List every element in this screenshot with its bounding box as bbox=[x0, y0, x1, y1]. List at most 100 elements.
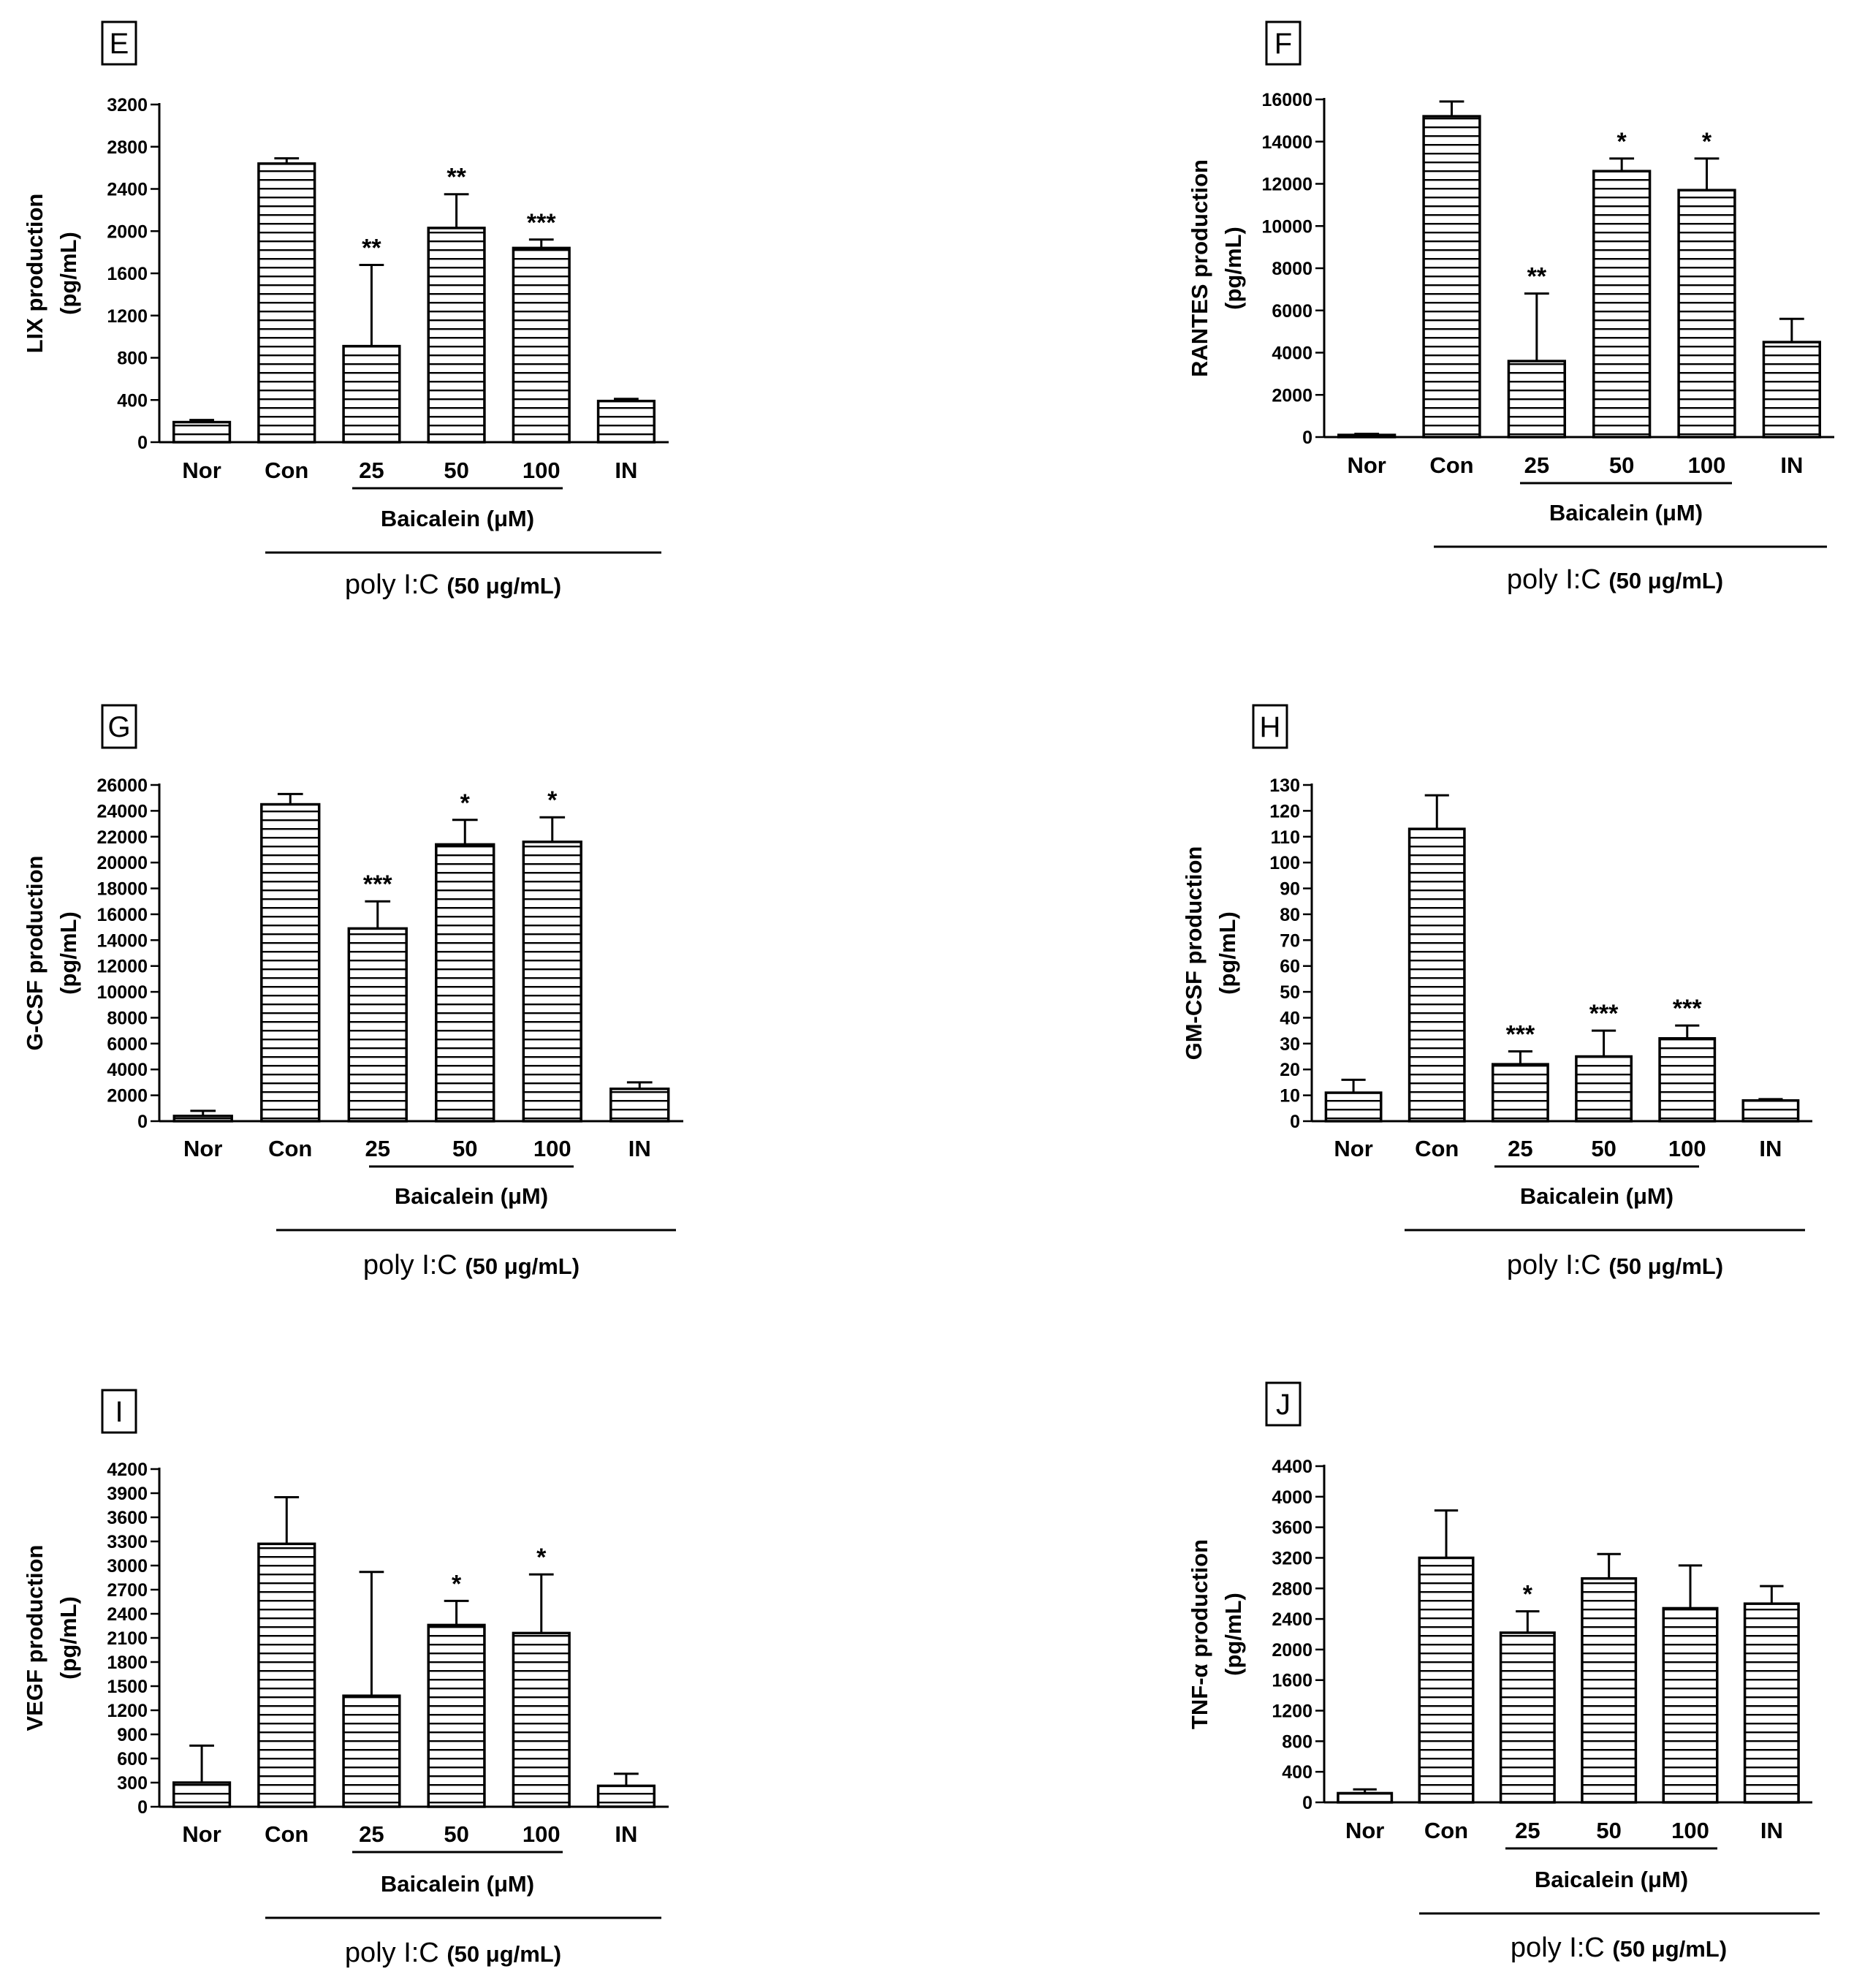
x-tick-label: 50 bbox=[1609, 452, 1634, 478]
y-axis-label: G-CSF production bbox=[22, 856, 48, 1051]
x-tick-label: 25 bbox=[1515, 1818, 1540, 1843]
x-tick-label: Con bbox=[265, 1821, 308, 1847]
y-tick-label: 22000 bbox=[96, 827, 148, 848]
stimulus-name: poly I:C bbox=[345, 1938, 447, 1968]
y-tick-label: 3000 bbox=[107, 1556, 148, 1577]
y-tick-label: 100 bbox=[1269, 853, 1300, 873]
panel-label-box bbox=[101, 1389, 137, 1434]
significance-marker: ** bbox=[447, 164, 466, 191]
treatment-label: Baicalein (μM) bbox=[1535, 1867, 1688, 1892]
y-tick-label: 800 bbox=[117, 349, 148, 369]
bar-100 bbox=[1662, 1606, 1719, 1804]
stimulus-name: poly I:C bbox=[1507, 564, 1608, 595]
y-tick-label: 2800 bbox=[107, 137, 148, 158]
y-tick-label: 1600 bbox=[1272, 1671, 1312, 1691]
y-tick-label: 8000 bbox=[1272, 259, 1312, 279]
y-tick-label: 26000 bbox=[96, 775, 148, 796]
bar-in bbox=[1741, 1099, 1800, 1123]
y-tick-label: 90 bbox=[1280, 879, 1300, 900]
stimulus-label: poly I:C (50 μg/mL) bbox=[363, 1250, 580, 1281]
x-tick-label: Con bbox=[265, 458, 308, 483]
bar-con bbox=[1418, 1556, 1475, 1804]
y-tick-label: 18000 bbox=[96, 879, 148, 900]
x-tick-label: 100 bbox=[523, 458, 561, 483]
y-tick-label: 110 bbox=[1271, 827, 1300, 848]
x-tick-label: IN bbox=[1760, 1818, 1783, 1843]
y-tick-label: 0 bbox=[1302, 428, 1312, 448]
x-tick-label: 50 bbox=[1596, 1818, 1621, 1843]
y-tick-label: 3300 bbox=[107, 1532, 148, 1552]
bar-100 bbox=[512, 1631, 571, 1808]
bar-100 bbox=[522, 841, 582, 1123]
significance-marker: * bbox=[452, 1570, 462, 1598]
y-tick-label: 6000 bbox=[107, 1034, 148, 1055]
panel-label: J bbox=[1276, 1389, 1291, 1421]
y-tick-label: 2400 bbox=[1272, 1609, 1312, 1630]
bar-in bbox=[1743, 1602, 1800, 1804]
bar-con bbox=[260, 803, 321, 1123]
stimulus-concentration: (50 μg/mL) bbox=[1612, 1936, 1727, 1962]
y-tick-label: 130 bbox=[1269, 775, 1300, 796]
y-tick-label: 70 bbox=[1280, 930, 1300, 951]
significance-marker: * bbox=[547, 786, 558, 814]
y-tick-label: 1200 bbox=[107, 1701, 148, 1721]
x-tick-label: 100 bbox=[1671, 1818, 1709, 1843]
y-tick-label: 2000 bbox=[107, 221, 148, 242]
x-tick-label: IN bbox=[628, 1136, 651, 1161]
y-axis-label: TNF-α production bbox=[1187, 1539, 1212, 1729]
y-tick-label: 2000 bbox=[1272, 1640, 1312, 1661]
y-tick-label: 1800 bbox=[107, 1653, 148, 1673]
bar-in bbox=[609, 1088, 670, 1123]
significance-marker: * bbox=[1702, 128, 1712, 156]
y-tick-label: 24000 bbox=[96, 801, 148, 822]
x-tick-label: 25 bbox=[359, 1821, 384, 1847]
y-tick-label: 12000 bbox=[1261, 175, 1312, 195]
x-tick-label: 100 bbox=[1668, 1136, 1706, 1161]
stimulus-name: poly I:C bbox=[1507, 1250, 1608, 1281]
y-tick-label: 80 bbox=[1280, 905, 1300, 925]
y-tick-label: 300 bbox=[117, 1773, 148, 1794]
chart-panel-i: I VEGF production (pg/mL) 0 300 600 900 1200 150… bbox=[22, 1389, 669, 1968]
stimulus-label: poly I:C (50 μg/mL) bbox=[1511, 1932, 1727, 1963]
significance-marker: *** bbox=[363, 870, 392, 898]
y-tick-label: 2400 bbox=[107, 1604, 148, 1625]
y-tick-label: 2000 bbox=[1272, 385, 1312, 406]
y-axis-unit: (pg/mL) bbox=[1215, 911, 1240, 995]
panel-label: F bbox=[1274, 28, 1292, 60]
x-tick-label: IN bbox=[1780, 452, 1803, 478]
x-tick-label: 25 bbox=[1508, 1136, 1532, 1161]
y-tick-label: 1200 bbox=[1272, 1701, 1312, 1722]
bar-nor bbox=[172, 1781, 232, 1808]
y-axis-unit: (pg/mL) bbox=[56, 232, 81, 315]
y-tick-label: 14000 bbox=[96, 930, 148, 951]
bar-nor bbox=[172, 1115, 233, 1123]
y-tick-label: 2100 bbox=[107, 1628, 148, 1649]
y-axis-label: RANTES production bbox=[1187, 159, 1212, 377]
panel-label: G bbox=[107, 711, 130, 743]
x-tick-label: 50 bbox=[444, 1821, 468, 1847]
y-tick-label: 20000 bbox=[96, 853, 148, 873]
stimulus-concentration: (50 μg/mL) bbox=[447, 573, 561, 599]
bar-25 bbox=[1499, 1631, 1556, 1804]
x-tick-label: 25 bbox=[359, 458, 384, 483]
panel-label-box bbox=[1265, 20, 1302, 66]
y-tick-label: 2700 bbox=[107, 1580, 148, 1601]
bar-nor bbox=[1324, 1091, 1383, 1123]
significance-marker: * bbox=[1617, 128, 1627, 156]
x-tick-label: 50 bbox=[452, 1136, 477, 1161]
bar-25 bbox=[1491, 1063, 1549, 1123]
x-tick-label: Nor bbox=[182, 458, 221, 483]
x-tick-label: Con bbox=[1429, 452, 1473, 478]
stimulus-name: poly I:C bbox=[1511, 1932, 1612, 1963]
x-tick-label: 25 bbox=[1524, 452, 1549, 478]
panel-label-box bbox=[1252, 704, 1288, 749]
panel-label: H bbox=[1260, 711, 1281, 743]
y-tick-label: 4000 bbox=[1272, 344, 1312, 364]
bar-nor bbox=[1337, 433, 1397, 439]
significance-marker: * bbox=[536, 1544, 547, 1571]
x-tick-label: Nor bbox=[1347, 452, 1386, 478]
y-tick-label: 800 bbox=[1282, 1731, 1312, 1752]
bar-50 bbox=[435, 843, 495, 1123]
y-axis-label: LIX production bbox=[22, 194, 48, 354]
panel-label: I bbox=[115, 1396, 123, 1428]
